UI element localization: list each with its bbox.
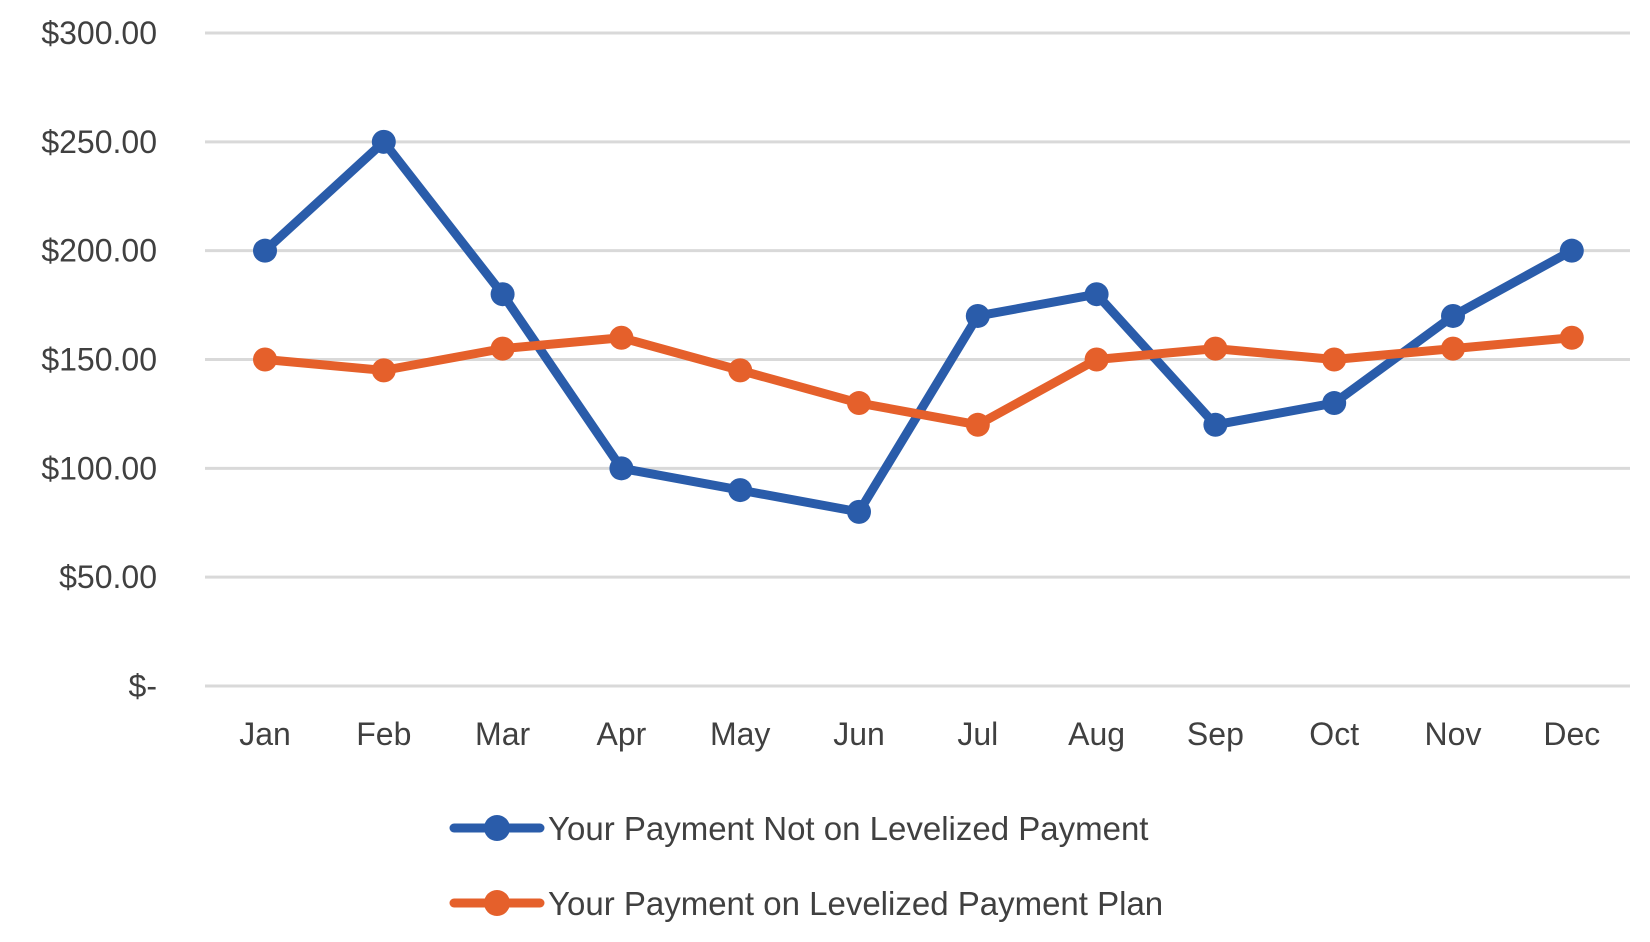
x-tick-label: Dec bbox=[1543, 716, 1600, 752]
data-point-apr bbox=[609, 325, 634, 350]
x-tick-label: Nov bbox=[1425, 716, 1482, 752]
y-tick-label: $250.00 bbox=[41, 124, 157, 160]
y-tick-label: $300.00 bbox=[41, 15, 157, 51]
x-tick-label: Jul bbox=[957, 716, 998, 752]
data-point-nov bbox=[1441, 303, 1465, 328]
x-tick-label: Oct bbox=[1309, 716, 1359, 752]
x-tick-label: Apr bbox=[597, 716, 647, 752]
data-point-nov bbox=[1441, 336, 1465, 361]
x-tick-label: Feb bbox=[356, 716, 411, 752]
data-point-mar bbox=[490, 282, 515, 307]
data-point-may bbox=[728, 358, 753, 383]
legend: Your Payment Not on Levelized Payment You… bbox=[449, 810, 1163, 922]
legend-item: Your Payment Not on Levelized Payment bbox=[449, 810, 1148, 847]
legend-label: Your Payment Not on Levelized Payment bbox=[548, 810, 1148, 847]
data-point-oct bbox=[1322, 391, 1347, 416]
x-tick-label: Jan bbox=[239, 716, 291, 752]
x-tick-label: May bbox=[710, 716, 770, 752]
data-point-dec bbox=[1559, 325, 1584, 350]
data-point-aug bbox=[1084, 347, 1109, 372]
data-point-jan bbox=[253, 347, 277, 372]
data-point-jun bbox=[847, 499, 871, 524]
data-point-sep bbox=[1203, 412, 1228, 437]
data-point-jun bbox=[847, 391, 871, 416]
series-line bbox=[260, 137, 1577, 517]
data-point-apr bbox=[609, 456, 634, 481]
x-tick-label: Mar bbox=[475, 716, 530, 752]
data-point-feb bbox=[371, 129, 396, 154]
data-point-feb bbox=[371, 358, 396, 383]
data-point-sep bbox=[1203, 336, 1228, 361]
data-point-oct bbox=[1322, 347, 1347, 372]
data-point-may bbox=[728, 478, 753, 503]
legend-swatch-marker bbox=[484, 815, 510, 841]
data-point-dec bbox=[1559, 238, 1584, 263]
legend-swatch-marker bbox=[484, 890, 510, 916]
x-tick-label: Aug bbox=[1068, 716, 1125, 752]
y-axis-tick-labels: $- $50.00 $100.00 $150.00 $200.00 $250.00 $300… bbox=[41, 15, 157, 704]
y-tick-label: $150.00 bbox=[41, 342, 157, 378]
y-tick-label: $100.00 bbox=[41, 450, 157, 486]
data-point-jul bbox=[965, 303, 990, 328]
data-point-mar bbox=[490, 336, 515, 361]
x-axis-tick-labels: Jan Feb Mar Apr May Jun Jul Aug Sep Oct Nov Dec bbox=[239, 716, 1600, 752]
y-tick-label: $- bbox=[129, 668, 157, 704]
series-lines bbox=[253, 129, 1584, 524]
data-point-jul bbox=[965, 412, 990, 437]
x-tick-label: Jun bbox=[833, 716, 885, 752]
y-tick-label: $200.00 bbox=[41, 233, 157, 269]
data-point-aug bbox=[1084, 282, 1109, 307]
legend-label: Your Payment on Levelized Payment Plan bbox=[548, 885, 1163, 922]
data-point-jan bbox=[253, 238, 277, 263]
series-line bbox=[260, 333, 1577, 430]
y-tick-label: $50.00 bbox=[59, 559, 157, 595]
x-tick-label: Sep bbox=[1187, 716, 1244, 752]
series-2 bbox=[253, 325, 1584, 437]
series-1 bbox=[253, 129, 1584, 524]
legend-item: Your Payment on Levelized Payment Plan bbox=[449, 885, 1163, 922]
